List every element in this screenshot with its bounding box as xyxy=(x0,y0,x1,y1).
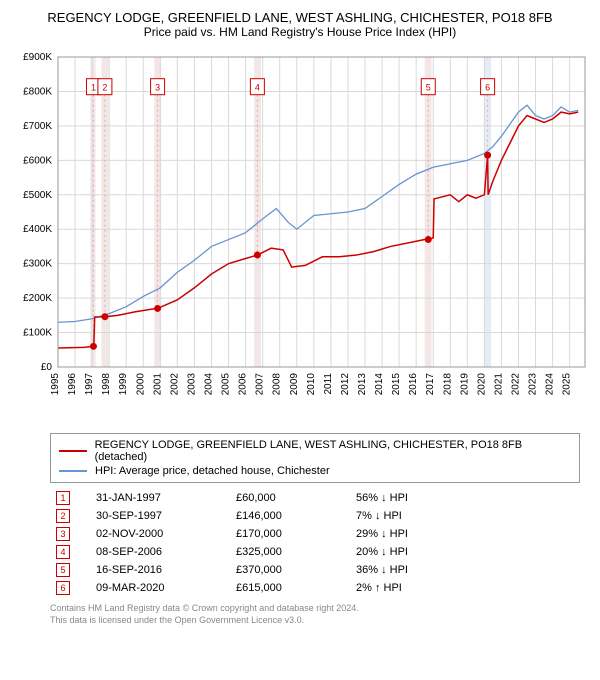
svg-text:1997: 1997 xyxy=(84,373,95,396)
svg-text:2003: 2003 xyxy=(186,373,197,396)
svg-text:£500K: £500K xyxy=(23,190,52,201)
svg-text:2025: 2025 xyxy=(562,373,573,396)
table-row: 3 02-NOV-2000£170,00029% ↓ HPI xyxy=(50,525,580,543)
price-chart: 12 3 4 5 6 £0 £100K £200K £300K £400K £500K £600K £7… xyxy=(10,47,590,427)
sale-date: 31-JAN-1997 xyxy=(90,489,230,507)
svg-text:2007: 2007 xyxy=(255,373,266,396)
table-row: 1 31-JAN-1997£60,00056% ↓ HPI xyxy=(50,489,580,507)
svg-text:2004: 2004 xyxy=(203,373,214,396)
svg-text:£800K: £800K xyxy=(23,86,52,97)
svg-text:2014: 2014 xyxy=(374,373,385,396)
svg-text:2012: 2012 xyxy=(340,373,351,396)
sale-vs-hpi: 7% ↓ HPI xyxy=(350,507,580,525)
legend-row: REGENCY LODGE, GREENFIELD LANE, WEST ASH… xyxy=(59,438,571,464)
legend-row: HPI: Average price, detached house, Chic… xyxy=(59,464,571,478)
svg-text:6: 6 xyxy=(485,83,490,93)
svg-text:£0: £0 xyxy=(41,362,53,373)
svg-text:2005: 2005 xyxy=(221,373,232,396)
sale-date: 16-SEP-2016 xyxy=(90,561,230,579)
svg-text:2021: 2021 xyxy=(493,373,504,396)
footer-attribution: Contains HM Land Registry data © Crown c… xyxy=(50,603,580,626)
footer-line-2: This data is licensed under the Open Gov… xyxy=(50,615,580,627)
svg-text:2000: 2000 xyxy=(135,373,146,396)
svg-text:£200K: £200K xyxy=(23,293,52,304)
chart-svg: 12 3 4 5 6 £0 £100K £200K £300K £400K £500K £600K £7… xyxy=(10,47,590,427)
svg-text:2020: 2020 xyxy=(476,373,487,396)
sale-vs-hpi: 36% ↓ HPI xyxy=(350,561,580,579)
sale-date: 02-NOV-2000 xyxy=(90,525,230,543)
sale-vs-hpi: 56% ↓ HPI xyxy=(350,489,580,507)
sale-price: £170,000 xyxy=(230,525,350,543)
svg-text:2006: 2006 xyxy=(238,373,249,396)
legend-label: HPI: Average price, detached house, Chic… xyxy=(95,465,330,477)
sale-price: £146,000 xyxy=(230,507,350,525)
sale-vs-hpi: 29% ↓ HPI xyxy=(350,525,580,543)
sale-date: 30-SEP-1997 xyxy=(90,507,230,525)
svg-text:2011: 2011 xyxy=(323,373,334,395)
sale-vs-hpi: 20% ↓ HPI xyxy=(350,543,580,561)
sales-table: 1 31-JAN-1997£60,00056% ↓ HPI 2 30-SEP-1997… xyxy=(50,489,580,597)
svg-text:2009: 2009 xyxy=(289,373,300,396)
svg-text:2024: 2024 xyxy=(545,373,556,396)
svg-text:£900K: £900K xyxy=(23,52,52,63)
page-subtitle: Price paid vs. HM Land Registry's House … xyxy=(10,25,590,39)
table-row: 6 09-MAR-2020£615,0002% ↑ HPI xyxy=(50,579,580,597)
sale-marker-box: 4 xyxy=(56,545,70,559)
sale-price: £60,000 xyxy=(230,489,350,507)
svg-text:2001: 2001 xyxy=(152,373,163,396)
svg-text:2010: 2010 xyxy=(306,373,317,396)
svg-text:1999: 1999 xyxy=(118,373,129,396)
svg-text:2023: 2023 xyxy=(528,373,539,396)
svg-text:4: 4 xyxy=(255,83,260,93)
sale-marker-box: 2 xyxy=(56,509,70,523)
sale-date: 09-MAR-2020 xyxy=(90,579,230,597)
svg-text:2002: 2002 xyxy=(169,373,180,396)
sale-vs-hpi: 2% ↑ HPI xyxy=(350,579,580,597)
sale-marker-box: 6 xyxy=(56,581,70,595)
sale-price: £615,000 xyxy=(230,579,350,597)
legend: REGENCY LODGE, GREENFIELD LANE, WEST ASH… xyxy=(50,433,580,483)
page-title: REGENCY LODGE, GREENFIELD LANE, WEST ASH… xyxy=(10,10,590,25)
svg-text:£100K: £100K xyxy=(23,328,52,339)
footer-line-1: Contains HM Land Registry data © Crown c… xyxy=(50,603,580,615)
table-row: 2 30-SEP-1997£146,0007% ↓ HPI xyxy=(50,507,580,525)
svg-text:2013: 2013 xyxy=(357,373,368,396)
svg-text:2015: 2015 xyxy=(391,373,402,396)
legend-swatch xyxy=(59,470,87,472)
legend-swatch xyxy=(59,450,87,452)
legend-label: REGENCY LODGE, GREENFIELD LANE, WEST ASH… xyxy=(95,439,571,463)
svg-text:2022: 2022 xyxy=(510,373,521,396)
table-row: 5 16-SEP-2016£370,00036% ↓ HPI xyxy=(50,561,580,579)
svg-text:£600K: £600K xyxy=(23,155,52,166)
svg-text:2019: 2019 xyxy=(459,373,470,396)
table-row: 4 08-SEP-2006£325,00020% ↓ HPI xyxy=(50,543,580,561)
sale-price: £325,000 xyxy=(230,543,350,561)
svg-text:5: 5 xyxy=(426,83,431,93)
svg-text:£300K: £300K xyxy=(23,259,52,270)
svg-text:£700K: £700K xyxy=(23,121,52,132)
svg-text:1998: 1998 xyxy=(101,373,112,396)
svg-text:2: 2 xyxy=(102,83,107,93)
svg-text:1995: 1995 xyxy=(50,373,61,396)
sale-marker-box: 1 xyxy=(56,491,70,505)
svg-text:2016: 2016 xyxy=(408,373,419,396)
svg-text:2008: 2008 xyxy=(272,373,283,396)
sale-price: £370,000 xyxy=(230,561,350,579)
svg-text:3: 3 xyxy=(155,83,160,93)
svg-text:£400K: £400K xyxy=(23,224,52,235)
svg-text:1996: 1996 xyxy=(67,373,78,396)
svg-text:1: 1 xyxy=(91,83,96,93)
sale-date: 08-SEP-2006 xyxy=(90,543,230,561)
svg-text:2018: 2018 xyxy=(442,373,453,396)
svg-text:2017: 2017 xyxy=(425,373,436,396)
sale-marker-box: 3 xyxy=(56,527,70,541)
sale-marker-box: 5 xyxy=(56,563,70,577)
